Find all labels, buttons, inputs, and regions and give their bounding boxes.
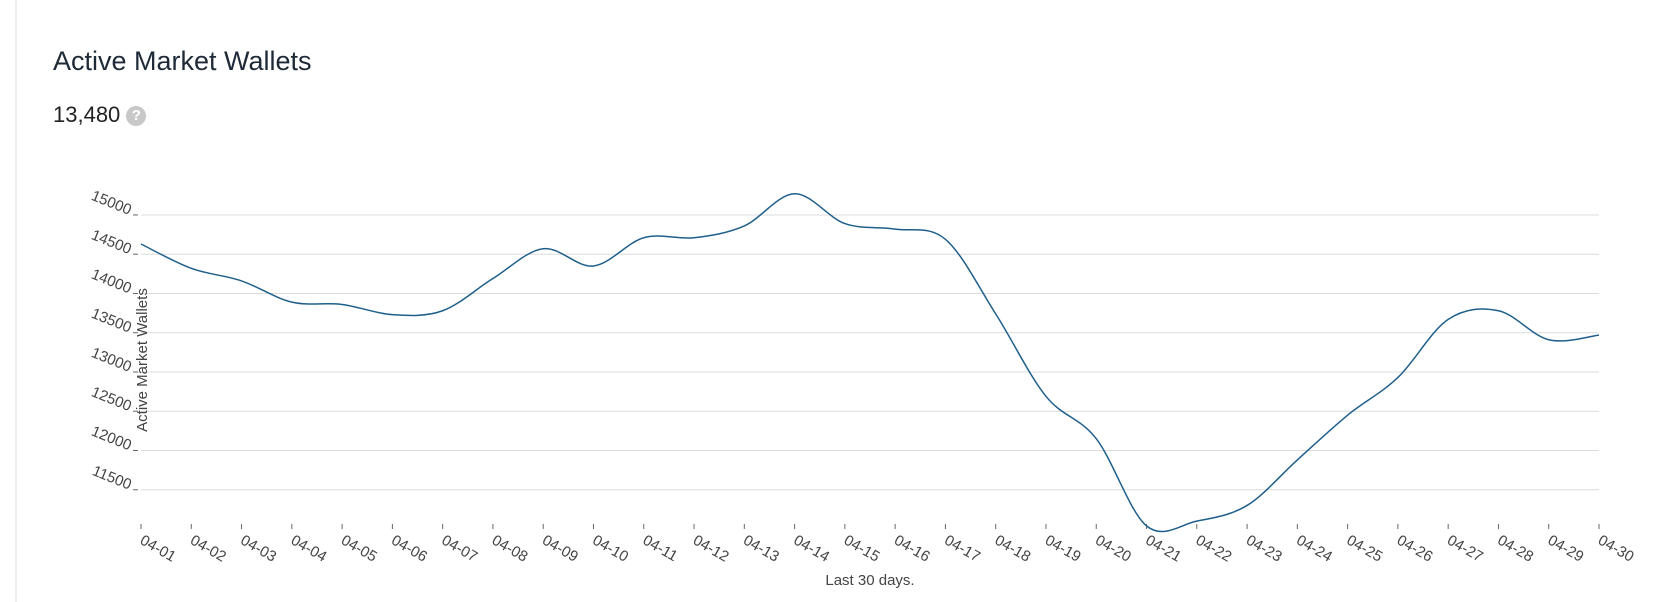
- x-tick-label: 04-05: [338, 532, 380, 566]
- x-tick-label: 04-21: [1143, 532, 1185, 566]
- x-tick-label: 04-06: [388, 532, 430, 566]
- x-tick-label: 04-25: [1344, 532, 1386, 566]
- x-tick-label: 04-12: [690, 532, 732, 566]
- y-tick-label: 11500: [90, 462, 134, 493]
- x-tick-label: 04-19: [1042, 532, 1084, 566]
- current-value: 13,480?: [53, 102, 147, 128]
- value-text: 13,480: [53, 102, 121, 127]
- x-tick-label: 04-08: [489, 532, 531, 566]
- x-tick-label: 04-13: [740, 532, 782, 566]
- x-tick-label: 04-11: [640, 532, 681, 565]
- x-tick-label: 04-03: [238, 532, 280, 566]
- x-tick-label: 04-15: [841, 532, 883, 566]
- x-tick-label: 04-28: [1494, 532, 1536, 566]
- y-tick-label: 12500: [89, 384, 134, 415]
- x-tick-label: 04-27: [1444, 532, 1486, 566]
- card-title: Active Market Wallets: [53, 46, 312, 76]
- x-tick-label: 04-17: [941, 532, 983, 566]
- x-tick-label: 04-22: [1193, 532, 1235, 566]
- x-tick-label: 04-20: [1092, 532, 1134, 566]
- data-line: [140, 193, 1600, 533]
- x-tick-label: 04-14: [791, 532, 833, 566]
- x-tick-label: 04-18: [992, 532, 1034, 566]
- x-axis-title: Last 30 days.: [825, 572, 914, 589]
- x-tick-label: 04-02: [187, 532, 229, 566]
- y-tick-label: 14500: [89, 227, 134, 258]
- x-tick-label: 04-29: [1545, 532, 1587, 566]
- x-tick-label: 04-30: [1595, 532, 1637, 566]
- y-tick-label: 12000: [89, 423, 134, 454]
- y-axis-title: Active Market Wallets: [134, 288, 151, 432]
- x-tick-label: 04-26: [1394, 532, 1436, 566]
- panel-edge: [15, 0, 17, 602]
- x-tick-label: 04-16: [891, 532, 933, 566]
- y-tick-label: 14000: [89, 266, 134, 297]
- y-tick-label: 13500: [89, 305, 134, 336]
- y-tick-label: 15000: [89, 187, 134, 218]
- x-tick-label: 04-09: [539, 532, 581, 566]
- x-tick-label: 04-23: [1243, 532, 1285, 566]
- x-tick-label: 04-01: [137, 532, 179, 566]
- x-tick-label: 04-07: [439, 532, 481, 566]
- y-tick-label: 13000: [89, 344, 134, 375]
- x-tick-label: 04-10: [589, 532, 631, 566]
- help-icon[interactable]: ?: [126, 106, 147, 126]
- x-tick-label: 04-24: [1293, 532, 1335, 566]
- x-tick-label: 04-04: [288, 532, 330, 566]
